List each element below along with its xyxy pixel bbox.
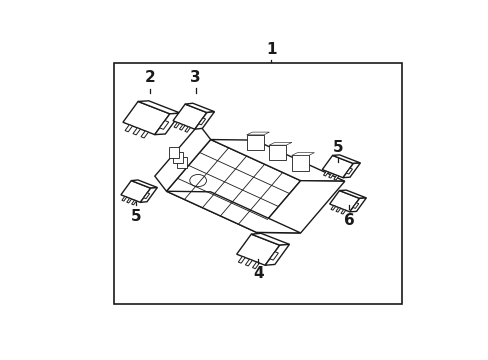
Polygon shape — [198, 118, 205, 125]
Polygon shape — [154, 113, 180, 135]
Polygon shape — [125, 125, 132, 132]
Polygon shape — [291, 153, 314, 156]
Polygon shape — [329, 190, 359, 212]
Polygon shape — [256, 181, 344, 233]
Polygon shape — [245, 259, 252, 266]
Polygon shape — [269, 142, 291, 145]
Polygon shape — [173, 152, 183, 163]
Bar — [114, 63, 401, 304]
Polygon shape — [246, 132, 269, 135]
Polygon shape — [140, 188, 157, 202]
Polygon shape — [126, 198, 131, 203]
Polygon shape — [133, 128, 140, 135]
Polygon shape — [210, 140, 344, 181]
Polygon shape — [143, 193, 149, 199]
Polygon shape — [251, 233, 289, 245]
Polygon shape — [236, 234, 279, 265]
Polygon shape — [122, 102, 169, 135]
Polygon shape — [121, 181, 150, 202]
Polygon shape — [166, 191, 300, 233]
Polygon shape — [335, 208, 340, 212]
Polygon shape — [131, 200, 136, 205]
Polygon shape — [185, 103, 214, 113]
Polygon shape — [333, 175, 338, 180]
Polygon shape — [122, 196, 126, 201]
Polygon shape — [352, 203, 358, 208]
Polygon shape — [269, 252, 278, 260]
Polygon shape — [269, 145, 285, 161]
Text: 4: 4 — [252, 266, 263, 282]
Polygon shape — [179, 125, 184, 130]
Polygon shape — [346, 168, 352, 174]
Polygon shape — [332, 155, 360, 163]
Polygon shape — [159, 121, 168, 129]
Text: 1: 1 — [265, 41, 276, 57]
Polygon shape — [173, 104, 206, 129]
Polygon shape — [340, 210, 345, 214]
Polygon shape — [349, 198, 366, 212]
Text: 2: 2 — [144, 70, 155, 85]
Polygon shape — [252, 262, 259, 269]
Text: 5: 5 — [332, 140, 343, 155]
Text: 6: 6 — [343, 212, 354, 228]
Polygon shape — [166, 140, 300, 233]
Polygon shape — [174, 122, 179, 128]
Polygon shape — [322, 156, 353, 178]
Polygon shape — [264, 244, 289, 265]
Text: 3: 3 — [190, 70, 201, 85]
Polygon shape — [138, 101, 180, 114]
Polygon shape — [339, 190, 366, 198]
Polygon shape — [328, 173, 333, 178]
Polygon shape — [330, 206, 335, 210]
Polygon shape — [194, 112, 214, 129]
Polygon shape — [141, 131, 148, 138]
Polygon shape — [238, 256, 244, 263]
Polygon shape — [342, 163, 360, 178]
Polygon shape — [155, 125, 210, 191]
Polygon shape — [323, 171, 328, 176]
Polygon shape — [184, 127, 190, 132]
Polygon shape — [131, 180, 157, 188]
Text: 5: 5 — [130, 209, 141, 224]
Polygon shape — [169, 147, 179, 158]
Polygon shape — [291, 156, 308, 171]
Polygon shape — [177, 157, 186, 168]
Polygon shape — [246, 135, 263, 150]
